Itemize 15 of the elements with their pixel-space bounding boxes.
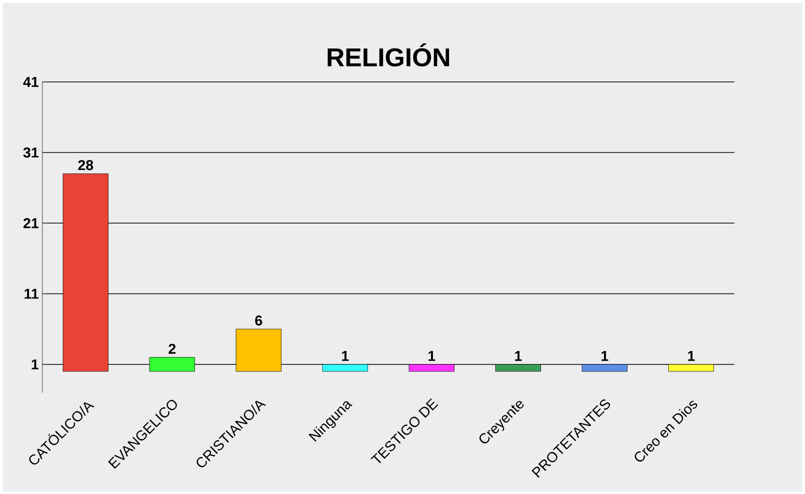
x-tick-label: Creo en Dios (634, 400, 698, 462)
data-label: 1 (602, 350, 608, 361)
y-tick-label: 31 (23, 147, 38, 158)
chart-title: RELIGIÓN (328, 43, 450, 66)
y-tick-label: 1 (32, 359, 38, 370)
y-tick-label: 41 (23, 76, 38, 87)
data-label: 1 (342, 350, 349, 361)
data-label: 1 (688, 350, 695, 361)
data-label: 28 (78, 160, 94, 170)
data-label: 1 (428, 350, 436, 361)
data-label: 1 (515, 350, 522, 361)
data-label: 2 (168, 344, 176, 354)
y-tick-label: 11 (24, 288, 38, 299)
y-tick-label: 21 (23, 218, 38, 228)
data-label: 6 (255, 315, 262, 326)
